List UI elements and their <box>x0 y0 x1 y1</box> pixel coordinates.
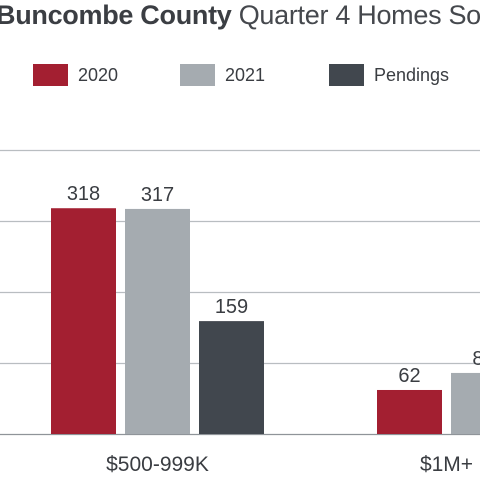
legend-label-pendings: Pendings <box>374 65 450 85</box>
chart-title: Buncombe County Quarter 4 Homes So <box>0 0 480 32</box>
bar-2021-1 <box>451 372 480 434</box>
data-label: 62 <box>398 365 420 387</box>
legend-swatch-pendings <box>329 64 364 86</box>
chart-title-rest: Quarter 4 Homes So <box>231 0 480 30</box>
data-label: 159 <box>215 296 248 318</box>
legend-item-pendings: Pendings <box>329 64 449 86</box>
data-label: 86 <box>472 348 480 370</box>
legend-item-2021: 2021 <box>180 64 265 86</box>
data-label: 318 <box>67 183 100 205</box>
x-tick-label: $500-999K <box>106 453 209 476</box>
bar-2021-0 <box>125 208 190 434</box>
legend-label-2020: 2020 <box>78 65 119 85</box>
data-label: 317 <box>141 184 174 206</box>
legend-swatch-2020 <box>33 64 68 86</box>
x-tick-label: $1M+ <box>420 453 473 476</box>
bar-pendings-0 <box>199 321 264 434</box>
chart-title-bold: Buncombe County <box>0 0 232 30</box>
legend-swatch-2021 <box>180 64 215 86</box>
bar-2020-1 <box>377 389 442 434</box>
bar-2020-0 <box>51 208 116 434</box>
legend-label-2021: 2021 <box>225 65 266 85</box>
legend-item-2020: 2020 <box>33 64 118 86</box>
